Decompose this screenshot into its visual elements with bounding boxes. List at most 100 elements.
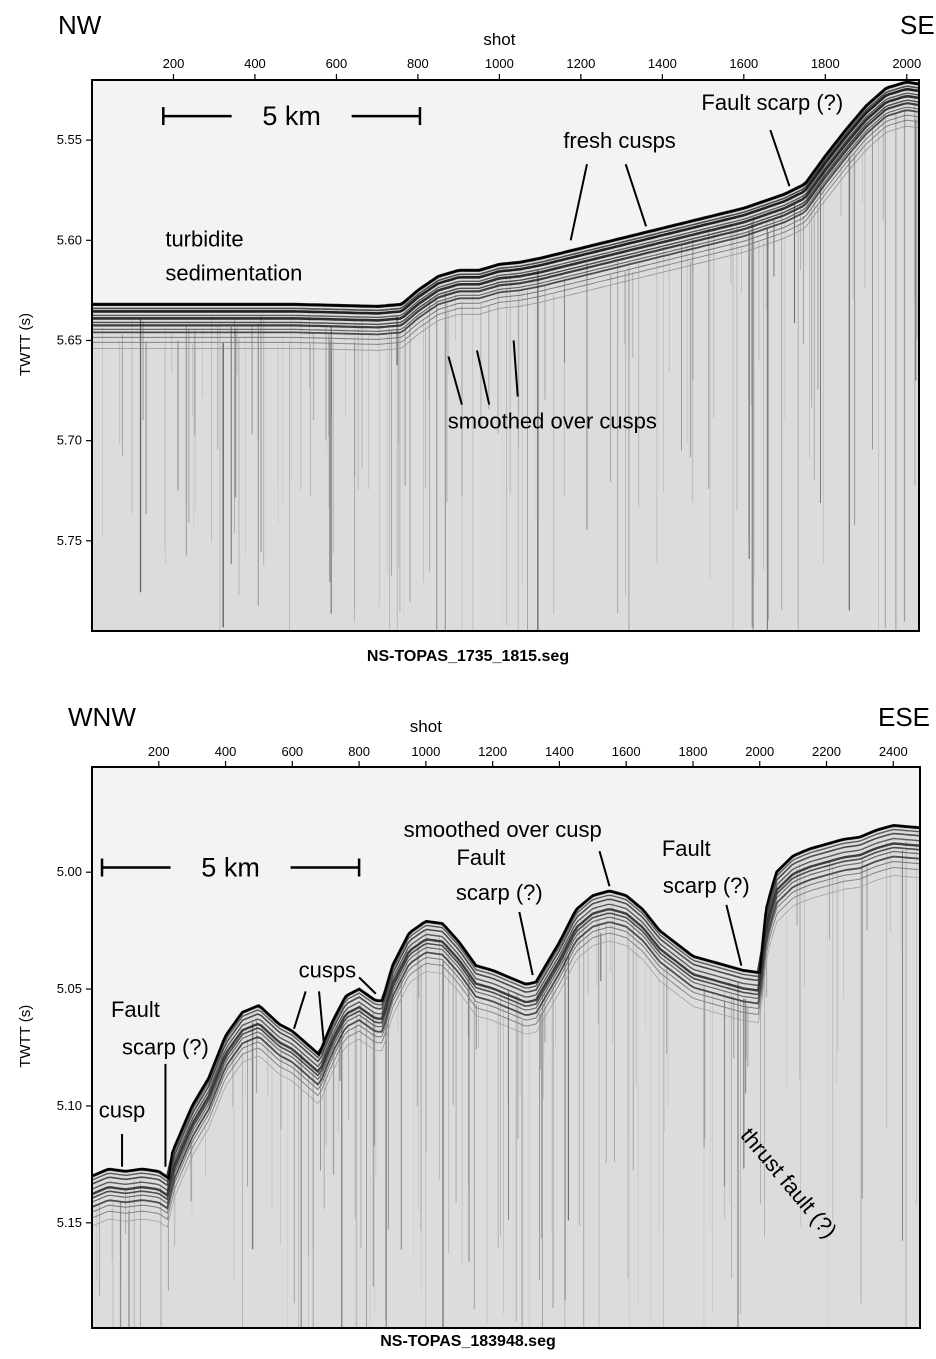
x-tick-label: 1600 <box>612 744 641 759</box>
annotation-label: turbidite <box>165 226 243 251</box>
annotation-label: Fault <box>662 836 711 861</box>
x-tick-label: 1600 <box>729 56 758 71</box>
reflector-band <box>92 828 920 1183</box>
panel-1: 200 400 600 800 1000 1200 1400 1600 1800 2000 5.55… <box>17 10 935 665</box>
reflector-band <box>92 832 920 1187</box>
y-tick-label: 5.15 <box>57 1215 82 1230</box>
x-tick-label: 400 <box>244 56 266 71</box>
annotation-label: Fault <box>111 997 160 1022</box>
annotation-label: smoothed over cusps <box>448 409 657 434</box>
annotation-pointer <box>476 350 491 405</box>
annotation-pointer <box>624 163 647 227</box>
reflector-band <box>92 842 920 1198</box>
x-tick-label: 1400 <box>545 744 574 759</box>
y-tick-label: 5.55 <box>57 132 82 147</box>
reflector-band <box>92 99 919 326</box>
x-tick-label: 1400 <box>648 56 677 71</box>
reflector-band <box>92 875 920 1228</box>
x-tick-label: 1800 <box>679 744 708 759</box>
annotation-label: scarp (?) <box>663 873 750 898</box>
scale-bar-label: 5 km <box>262 101 321 131</box>
x-tick-label: 200 <box>148 744 170 759</box>
direction-left: NW <box>58 10 102 40</box>
reflector-band <box>92 860 920 1215</box>
y-tick-label: 5.10 <box>57 1098 82 1113</box>
y-tick-label: 5.75 <box>57 533 82 548</box>
y-tick-label: 5.05 <box>57 981 82 996</box>
annotation-pointer <box>725 904 743 966</box>
x-tick-label: 2200 <box>812 744 841 759</box>
annotation-pointer <box>358 976 377 995</box>
reflector-band <box>92 85 919 312</box>
reflector-band <box>92 846 920 1201</box>
annotation-label: smoothed over cusp <box>404 817 602 842</box>
seafloor-line <box>92 824 920 1181</box>
x-tick-label: 800 <box>348 744 370 759</box>
seismic-data <box>92 823 920 1328</box>
x-tick-label: 1200 <box>566 56 595 71</box>
annotation-pointer <box>512 340 519 397</box>
direction-left: WNW <box>68 702 136 732</box>
annotation-pointer <box>318 991 326 1046</box>
x-tick-label: 200 <box>163 56 185 71</box>
reflector-band <box>92 125 919 351</box>
x-axis-label: shot <box>410 717 442 736</box>
x-tick-label: 1000 <box>411 744 440 759</box>
reflector-band <box>92 102 919 329</box>
annotation-pointer <box>518 911 534 976</box>
reflector-band <box>92 119 919 345</box>
reflector-band <box>92 837 920 1192</box>
reflector-band <box>92 850 920 1205</box>
annotation-pointer <box>569 163 588 241</box>
annotation-label: Fault <box>456 845 505 870</box>
annotation-label: Fault scarp (?) <box>701 90 843 115</box>
y-tick-label: 5.00 <box>57 864 82 879</box>
x-tick-label: 600 <box>281 744 303 759</box>
y-axis-label: TWTT (s) <box>17 1005 34 1068</box>
annotation-pointer <box>447 356 463 405</box>
direction-right: SE <box>900 10 935 40</box>
x-tick-label: 2400 <box>879 744 908 759</box>
annotation-pointer <box>769 129 791 187</box>
x-tick-label: 1200 <box>478 744 507 759</box>
direction-right: ESE <box>878 702 930 732</box>
annotation-label: cusps <box>299 957 356 982</box>
reflector-band <box>92 114 919 340</box>
x-axis-label: shot <box>483 30 515 49</box>
annotation-label: scarp (?) <box>456 880 543 905</box>
x-tick-label: 600 <box>326 56 348 71</box>
reflector-band <box>92 87 919 315</box>
annotation-pointer <box>598 850 611 887</box>
x-tick-label: 400 <box>215 744 237 759</box>
scale-bar-label: 5 km <box>201 853 260 883</box>
y-axis-label: TWTT (s) <box>17 313 34 376</box>
y-tick-label: 5.70 <box>57 433 82 448</box>
subbottom-fill <box>92 825 920 1328</box>
annotation-label: sedimentation <box>165 260 302 285</box>
plot-frame <box>91 766 921 1329</box>
reflector-band <box>92 94 919 322</box>
reflector-band <box>92 106 919 333</box>
panel-2: 200 400 600 800 1000 1200 1400 1600 1800 2000 2200… <box>17 702 930 1350</box>
reflector-band <box>92 109 919 336</box>
annotation-label: scarp (?) <box>122 1035 209 1060</box>
filename-label: NS-TOPAS_183948.seg <box>380 1333 556 1350</box>
annotation-label: fresh cusps <box>563 128 676 153</box>
seafloor-line <box>92 80 919 308</box>
x-tick-label: 1000 <box>485 56 514 71</box>
seismic-data <box>92 80 919 631</box>
x-tick-label: 2000 <box>892 56 921 71</box>
reflector-band <box>92 92 919 319</box>
x-tick-label: 2000 <box>745 744 774 759</box>
filename-label: NS-TOPAS_1735_1815.seg <box>367 648 569 665</box>
reflector-band <box>92 866 920 1221</box>
y-tick-label: 5.60 <box>57 232 82 247</box>
x-tick-label: 800 <box>407 56 429 71</box>
annotation-pointer <box>293 991 307 1030</box>
plot-frame <box>91 79 920 632</box>
x-tick-label: 1800 <box>811 56 840 71</box>
reflector-band <box>92 855 920 1210</box>
annotation-label: cusp <box>99 1098 145 1123</box>
